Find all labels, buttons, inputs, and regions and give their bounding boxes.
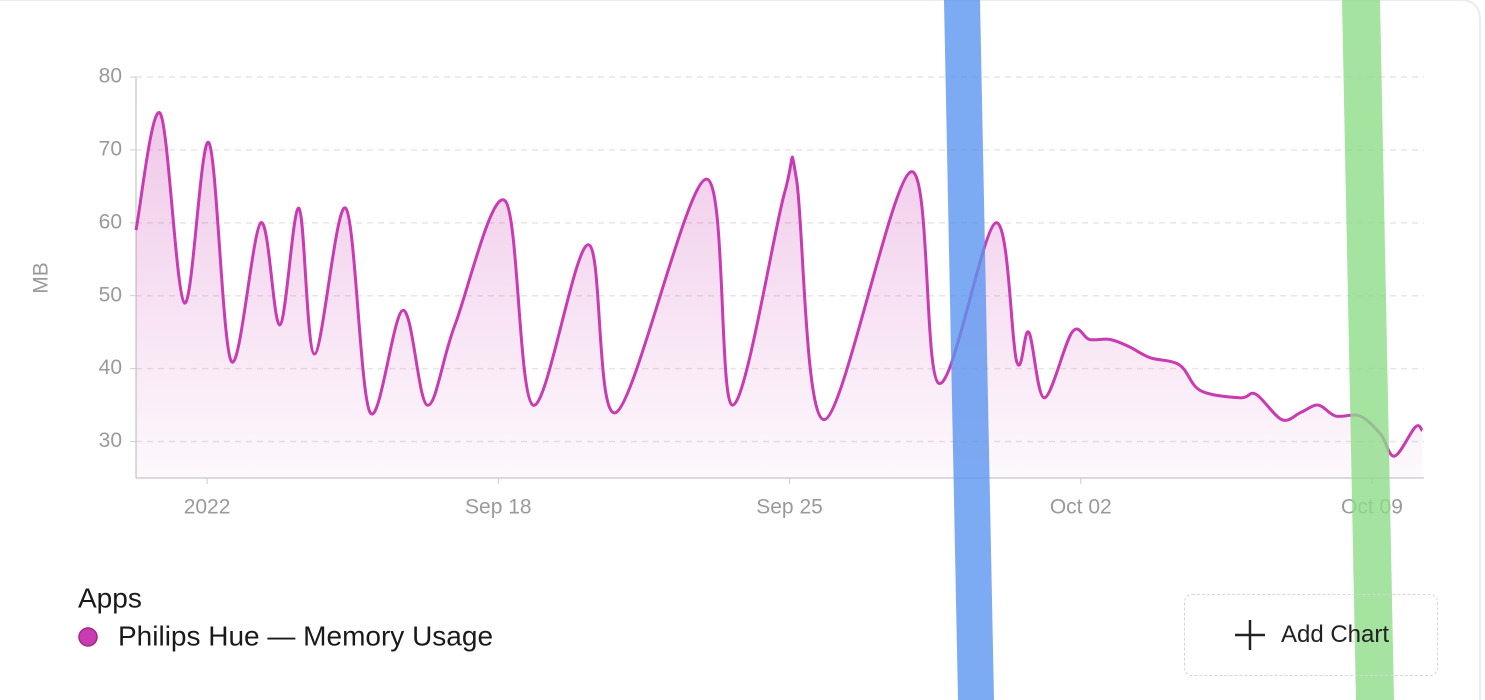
legend-title: Apps xyxy=(78,582,142,613)
x-tick-label: 2022 xyxy=(184,496,231,519)
y-tick-label: 40 xyxy=(99,356,122,379)
y-tick-label: 60 xyxy=(99,210,122,233)
x-tick-label: Sep 25 xyxy=(756,496,823,519)
x-tick-label: Oct 02 xyxy=(1050,496,1112,519)
legend-marker xyxy=(78,627,98,647)
button-label: Add Chart xyxy=(1280,621,1390,648)
legend-label: Philips Hue — Memory Usage xyxy=(118,620,493,651)
area-fill xyxy=(136,112,1423,479)
y-axis-label: MB xyxy=(30,262,53,294)
y-tick-label: 50 xyxy=(99,283,122,306)
add-chart-button[interactable]: Add Chart xyxy=(1184,594,1438,676)
y-tick-label: 70 xyxy=(99,137,122,160)
plus-icon xyxy=(1234,620,1265,650)
blue-highlight xyxy=(944,0,994,700)
green-highlight xyxy=(1342,0,1394,700)
y-tick-label: 30 xyxy=(99,429,122,452)
line xyxy=(134,111,1424,458)
y-tick-label: 80 xyxy=(99,65,122,88)
highlight-strokes xyxy=(944,0,1394,700)
x-tick-label: Sep 18 xyxy=(465,496,532,519)
